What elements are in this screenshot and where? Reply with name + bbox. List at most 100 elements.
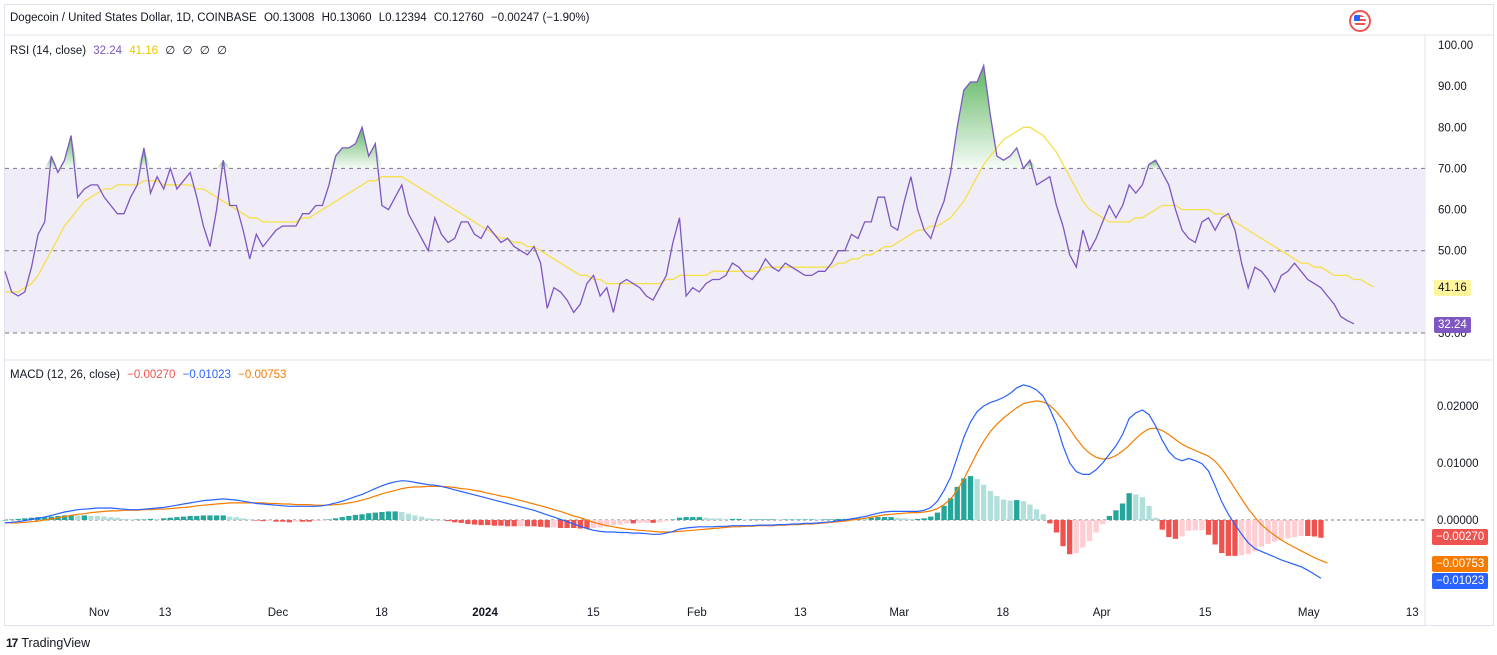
macd-histogram-bar bbox=[895, 517, 901, 520]
macd-histogram-bar bbox=[75, 515, 81, 520]
symbol-header: Dogecoin / United States Dollar, 1D, COI… bbox=[10, 12, 593, 24]
x-axis-tick-label: Apr bbox=[1093, 607, 1111, 619]
macd-histogram-bar bbox=[729, 518, 736, 520]
macd-histogram-bar bbox=[253, 520, 259, 521]
macd-histogram-bar bbox=[941, 505, 947, 521]
macd-histogram-bar bbox=[663, 520, 669, 522]
macd-histogram-bar bbox=[643, 520, 650, 523]
x-axis-tick-label: 15 bbox=[587, 607, 600, 619]
macd-histogram-bar bbox=[372, 512, 378, 520]
macd-histogram-bar bbox=[405, 513, 411, 520]
macd-histogram-bar bbox=[683, 517, 689, 520]
macd-histogram-bar bbox=[458, 520, 464, 523]
macd-histogram-bar bbox=[736, 518, 742, 520]
macd-histogram-bar bbox=[485, 520, 491, 526]
macd-histogram-bar bbox=[180, 516, 187, 520]
macd-histogram-bar bbox=[121, 518, 127, 520]
macd-histogram-bar bbox=[782, 519, 788, 520]
macd-histogram-bar bbox=[445, 520, 451, 522]
macd-histogram-bar bbox=[1186, 520, 1192, 531]
macd-histogram-bar bbox=[167, 517, 173, 520]
macd-histogram-bar bbox=[690, 517, 696, 520]
rsi-legend-extra: ∅ bbox=[182, 45, 193, 57]
macd-histogram-bar bbox=[306, 520, 312, 522]
macd-histogram-bar bbox=[81, 515, 87, 520]
macd-histogram-bar bbox=[1305, 520, 1311, 536]
us-flag-icon[interactable] bbox=[1349, 10, 1371, 32]
macd-histogram-bar bbox=[538, 520, 544, 527]
macd-histogram-bar bbox=[1179, 520, 1185, 537]
macd-histogram-bar bbox=[1166, 520, 1172, 538]
close-value: C0.12760 bbox=[433, 12, 484, 24]
rsi-y-tick-label: 50.00 bbox=[1438, 246, 1467, 258]
macd-histogram-bar bbox=[948, 498, 954, 520]
macd-histogram-bar bbox=[438, 520, 445, 521]
macd-histogram-bar bbox=[392, 511, 398, 520]
macd-legend[interactable]: MACD (12, 26, close) −0.00270 −0.01023 −… bbox=[10, 369, 290, 381]
macd-histogram-bar bbox=[134, 519, 140, 520]
macd-histogram-bar bbox=[161, 518, 167, 520]
macd-histogram-bar bbox=[1159, 520, 1165, 530]
macd-histogram-bar bbox=[141, 519, 147, 520]
macd-histogram-bar bbox=[227, 516, 233, 520]
x-axis-tick-label: 15 bbox=[1199, 607, 1212, 619]
macd-histogram-bar bbox=[1252, 520, 1258, 552]
tradingview-brand[interactable]: 17 TradingView bbox=[6, 636, 90, 650]
macd-histogram-bar bbox=[518, 520, 524, 527]
chart-frame bbox=[4, 4, 1494, 626]
macd-histogram-bar bbox=[1033, 509, 1040, 520]
macd-histogram-bar bbox=[9, 519, 15, 520]
macd-histogram-bar bbox=[299, 520, 306, 522]
tradingview-logo-icon: 17 bbox=[6, 636, 18, 650]
macd-histogram-bar bbox=[1027, 504, 1033, 520]
macd-hist-legend-value: −0.00270 bbox=[127, 369, 176, 381]
rsi-overbought-fill bbox=[329, 127, 382, 169]
macd-histogram-bar bbox=[868, 517, 874, 520]
macd-histogram-bar bbox=[928, 516, 934, 520]
macd-histogram-bar bbox=[822, 519, 828, 520]
signal-price-tag: −0.00753 bbox=[1432, 556, 1489, 572]
rsi-ma-line bbox=[5, 126, 1375, 293]
macd-histogram-bar bbox=[1060, 520, 1066, 547]
macd-histogram-bar bbox=[1119, 503, 1126, 520]
macd-histogram-bar bbox=[676, 517, 683, 520]
macd-histogram-bar bbox=[749, 519, 755, 520]
x-axis-tick-label: 2024 bbox=[472, 607, 498, 619]
macd-histogram-bar bbox=[994, 496, 1000, 520]
macd-histogram-bar bbox=[339, 517, 345, 520]
macd-histogram-bar bbox=[637, 520, 643, 523]
signal-legend-value: −0.00753 bbox=[238, 369, 287, 381]
macd-histogram-bar bbox=[1245, 520, 1251, 555]
macd-histogram-bar bbox=[650, 520, 656, 523]
macd-histogram-bar bbox=[888, 517, 894, 520]
macd-legend-value: −0.01023 bbox=[182, 369, 231, 381]
macd-histogram-bar bbox=[498, 520, 504, 526]
macd-histogram-bar bbox=[557, 520, 564, 528]
macd-histogram-bar bbox=[875, 517, 881, 520]
macd-histogram-bar bbox=[1146, 505, 1152, 521]
macd-histogram-bar bbox=[286, 520, 292, 523]
macd-histogram-bar bbox=[1000, 499, 1007, 520]
macd-histogram-bar bbox=[914, 518, 921, 520]
macd-histogram-bar bbox=[1265, 520, 1271, 544]
macd-histogram-bar bbox=[1172, 520, 1179, 539]
macd-histogram-bar bbox=[399, 512, 405, 520]
rsi-legend[interactable]: RSI (14, close) 32.24 41.16 ∅ ∅ ∅ ∅ bbox=[10, 43, 231, 57]
macd-histogram-bar bbox=[1272, 520, 1278, 542]
macd-line bbox=[4, 384, 1322, 579]
rsi-overbought-fill bbox=[57, 135, 78, 169]
macd-histogram-bar bbox=[1232, 520, 1238, 556]
macd-histogram-bar bbox=[1278, 520, 1284, 540]
macd-histogram-bar bbox=[524, 520, 531, 527]
macd-histogram-bar bbox=[716, 518, 722, 520]
x-axis-tick-label: 18 bbox=[996, 607, 1009, 619]
macd-histogram-bar bbox=[1219, 520, 1225, 554]
macd-histogram-bar bbox=[128, 519, 134, 520]
low-value: L0.12394 bbox=[378, 12, 427, 24]
symbol-title[interactable]: Dogecoin / United States Dollar, 1D, COI… bbox=[10, 12, 257, 24]
macd-histogram-bar bbox=[419, 516, 425, 520]
macd-histogram-bar bbox=[174, 517, 180, 520]
macd-histogram-bar bbox=[1225, 520, 1231, 556]
macd-histogram-bar bbox=[1192, 520, 1198, 531]
